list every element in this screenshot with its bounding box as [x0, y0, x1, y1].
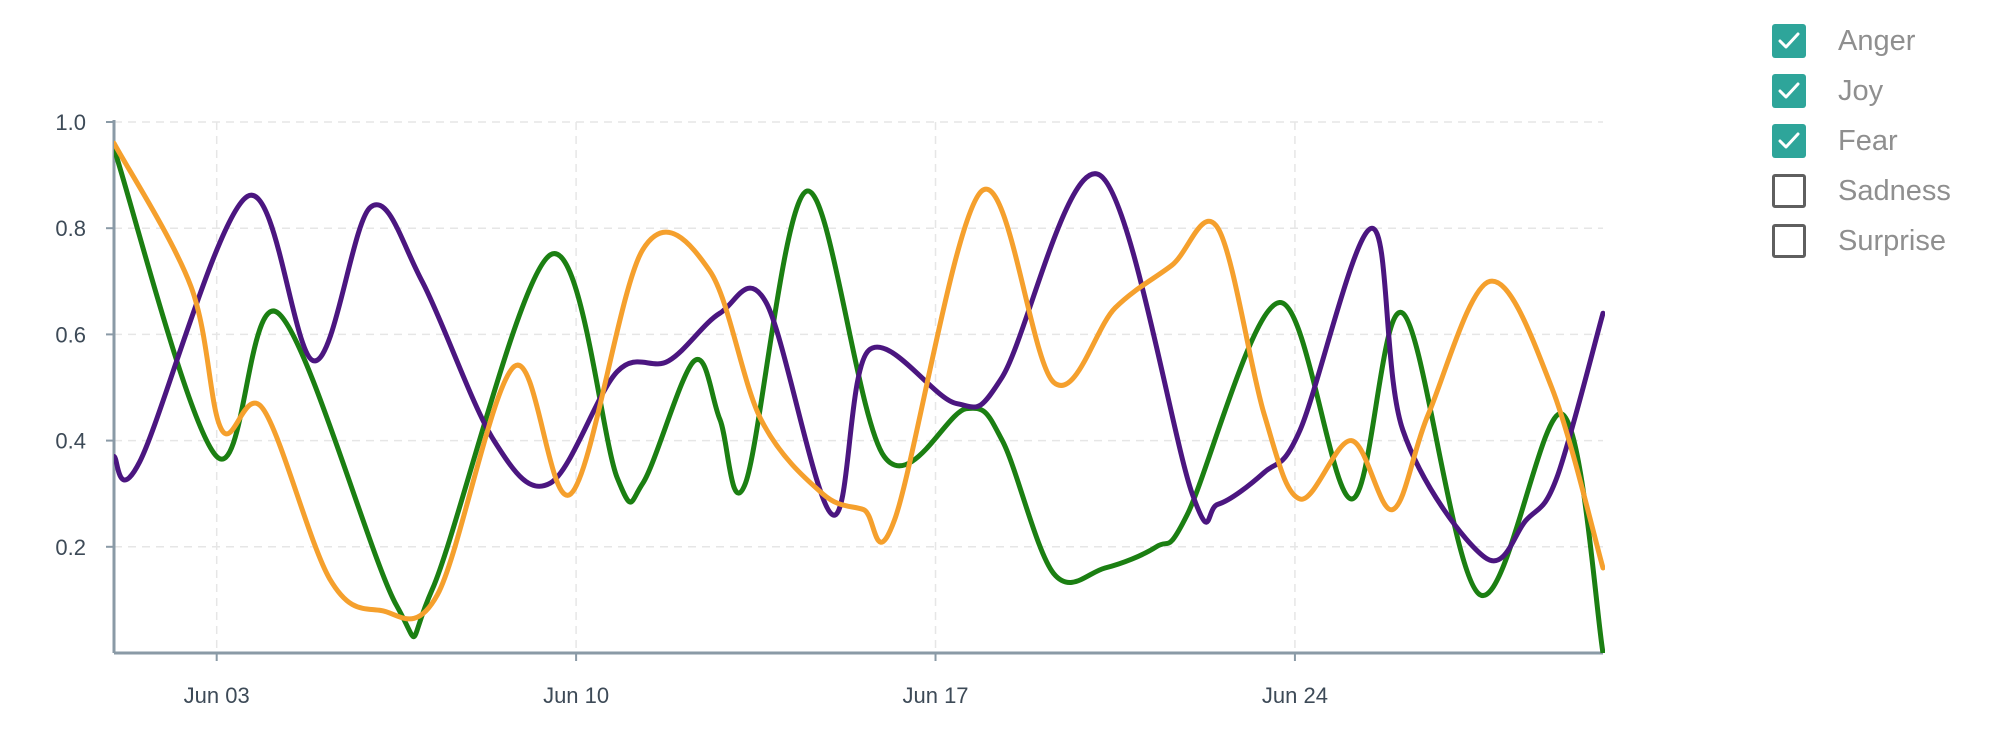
legend-label-surprise: Surprise [1838, 224, 1946, 257]
sadness-checkbox[interactable] [1772, 174, 1806, 208]
legend-item-fear[interactable]: Fear [1772, 116, 1992, 166]
legend: Anger Joy Fear Sadness [1772, 16, 1992, 266]
legend-label-fear: Fear [1838, 124, 1898, 157]
legend-label-joy: Joy [1838, 74, 1884, 107]
y-tick-label: 1.0 [55, 110, 86, 135]
x-tick-label: Jun 10 [543, 683, 609, 708]
grid [114, 121, 1603, 653]
legend-item-sadness[interactable]: Sadness [1772, 166, 1992, 216]
legend-item-anger[interactable]: Anger [1772, 16, 1992, 66]
x-tick-label: Jun 17 [902, 683, 968, 708]
series-line-purple [114, 171, 1605, 564]
series-line-orange [114, 140, 1605, 622]
y-tick-label: 0.4 [55, 429, 86, 454]
tick-labels: Jun 03 Jun 10 Jun 17 Jun 24 1.0 0.8 0.6 0.4 0.2 [55, 110, 1328, 708]
y-tick-label: 0.2 [55, 535, 86, 560]
y-tick-label: 0.6 [55, 322, 86, 347]
legend-item-joy[interactable]: Joy [1772, 66, 1992, 116]
x-tick-label: Jun 03 [184, 683, 250, 708]
fear-checkbox[interactable] [1772, 124, 1806, 158]
joy-checkbox[interactable] [1772, 74, 1806, 108]
check-icon [1778, 132, 1800, 149]
surprise-checkbox[interactable] [1772, 224, 1806, 258]
series-line-green [114, 146, 1605, 653]
legend-item-surprise[interactable]: Surprise [1772, 216, 1992, 266]
check-icon [1778, 32, 1800, 49]
series-lines [114, 140, 1605, 653]
y-tick-label: 0.8 [55, 216, 86, 241]
legend-label-anger: Anger [1838, 24, 1916, 57]
x-tick-label: Jun 24 [1262, 683, 1328, 708]
check-icon [1778, 82, 1800, 99]
axes [106, 120, 1603, 661]
anger-checkbox[interactable] [1772, 24, 1806, 58]
legend-label-sadness: Sadness [1838, 174, 1951, 207]
